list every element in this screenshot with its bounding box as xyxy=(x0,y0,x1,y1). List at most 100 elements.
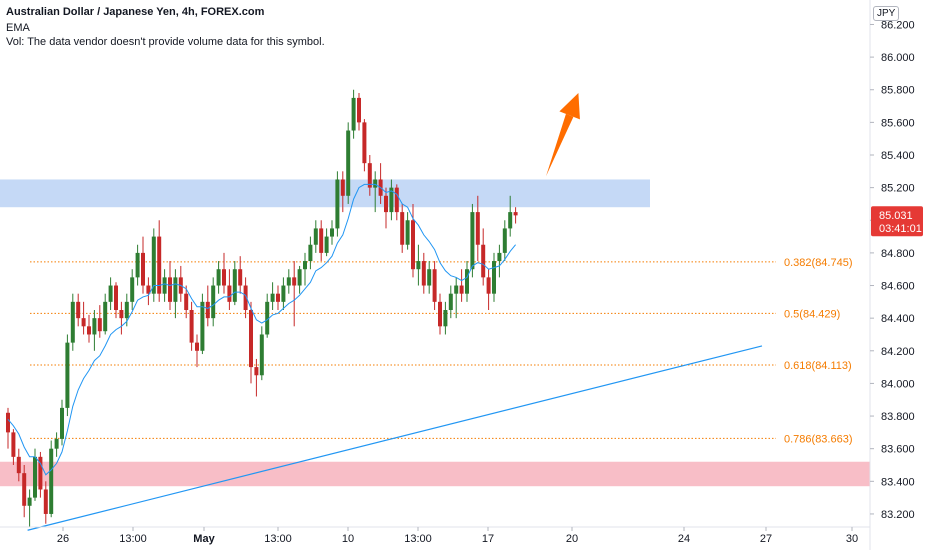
candle-body xyxy=(292,277,297,286)
candle-body xyxy=(254,367,259,376)
candle-body xyxy=(92,318,97,335)
time-axis[interactable]: 26 13:00 May 13:00 10 13:00 17 20 24 27 30 xyxy=(57,527,858,545)
candle-body xyxy=(308,244,313,262)
ema-layer xyxy=(7,183,516,476)
y-tick-label: 83.600 xyxy=(881,444,915,456)
candle-body xyxy=(502,228,507,253)
candle-body xyxy=(486,277,491,294)
support-zone xyxy=(0,461,870,487)
candle-body xyxy=(16,456,21,474)
candle-body xyxy=(81,318,86,327)
candle-body xyxy=(211,285,216,319)
candle-body xyxy=(76,301,81,319)
candle-body xyxy=(238,269,243,286)
volume-note: Vol: The data vendor doesn't provide vol… xyxy=(6,36,325,48)
candle-body xyxy=(60,407,64,439)
candle-body xyxy=(70,301,75,343)
candle-body xyxy=(373,179,378,188)
y-tick-label: 85.800 xyxy=(881,85,915,97)
candle-body xyxy=(114,285,118,310)
candle-body xyxy=(405,220,410,245)
candle-body xyxy=(195,342,199,351)
candle-body xyxy=(22,473,27,506)
candle-body xyxy=(11,432,16,457)
candle-body xyxy=(108,285,113,302)
arrow-layer xyxy=(546,93,580,177)
x-tick-label: 13:00 xyxy=(119,533,147,545)
candle-body xyxy=(65,342,70,408)
candle-body xyxy=(438,301,442,327)
y-tick-label: 86.000 xyxy=(881,52,915,64)
candle-body xyxy=(427,269,432,286)
candle-body xyxy=(227,285,232,302)
y-tick-label: 83.400 xyxy=(881,476,915,488)
candle-body xyxy=(297,269,302,286)
arrow-head xyxy=(559,93,580,120)
fib-label: 0.382(84.745) xyxy=(784,257,853,269)
y-tick-label: 84.600 xyxy=(881,281,915,293)
candle-body xyxy=(281,285,286,302)
candle-body xyxy=(184,293,189,310)
candle-body xyxy=(216,269,221,286)
candle-body xyxy=(141,252,145,286)
y-tick-label: 85.400 xyxy=(881,150,915,162)
candle-body xyxy=(173,277,178,302)
candle-body xyxy=(97,318,102,332)
price-tag-box xyxy=(871,206,923,237)
y-tick-label: 83.800 xyxy=(881,411,915,423)
candle-body xyxy=(497,252,502,262)
candle-body xyxy=(249,310,253,368)
candle-body xyxy=(135,252,140,278)
y-tick-label: 85.200 xyxy=(881,183,915,195)
candle-body xyxy=(222,269,226,286)
candle-body xyxy=(162,277,167,294)
ema-line xyxy=(7,183,516,476)
zones-layer xyxy=(0,179,870,487)
candle-body xyxy=(200,301,205,351)
candle-body xyxy=(232,269,237,302)
y-tick-label: 86.200 xyxy=(881,19,915,31)
candle-body xyxy=(265,301,270,335)
candle-body xyxy=(168,277,172,302)
y-tick-label: 83.200 xyxy=(881,509,915,521)
candle-body xyxy=(389,187,394,213)
candle-body xyxy=(49,448,54,514)
x-tick-label: 10 xyxy=(342,533,354,545)
candle-body xyxy=(205,301,210,319)
candle-body xyxy=(313,228,318,245)
resistance-zone xyxy=(0,179,650,208)
x-tick-label: 26 xyxy=(57,533,69,545)
candle-body xyxy=(286,277,291,286)
x-tick-label: May xyxy=(193,533,215,545)
candle-body xyxy=(400,212,405,245)
candle-body xyxy=(335,179,340,229)
candle-body xyxy=(319,228,324,253)
candle-body xyxy=(475,212,480,245)
candle-body xyxy=(103,301,108,332)
candle-body xyxy=(324,236,329,253)
y-tick-label: 84.200 xyxy=(881,346,915,358)
candle-body xyxy=(157,236,162,294)
arrow-shaft xyxy=(546,113,574,177)
candle-body xyxy=(189,310,194,343)
currency-button[interactable]: JPY xyxy=(873,6,900,21)
candle-body xyxy=(303,261,307,270)
price-axis[interactable]: 83.200 83.400 83.600 83.800 84.000 84.200 84.4… xyxy=(870,19,915,521)
candle-body xyxy=(340,179,345,196)
candle-body xyxy=(513,212,518,216)
candle-body xyxy=(448,293,453,310)
candle-body xyxy=(130,277,135,302)
candle-body xyxy=(124,301,129,319)
symbol-title[interactable]: Australian Dollar / Japanese Yen, 4h, FO… xyxy=(6,6,265,18)
trendline-layer xyxy=(27,345,763,531)
candle-body xyxy=(119,310,124,319)
x-tick-label: 30 xyxy=(846,533,858,545)
x-tick-label: 20 xyxy=(566,533,578,545)
candle-body xyxy=(43,489,48,514)
candle-body xyxy=(416,261,421,270)
candle-body xyxy=(87,326,91,335)
candle-body xyxy=(27,497,32,506)
indicator-label[interactable]: EMA xyxy=(6,22,30,34)
